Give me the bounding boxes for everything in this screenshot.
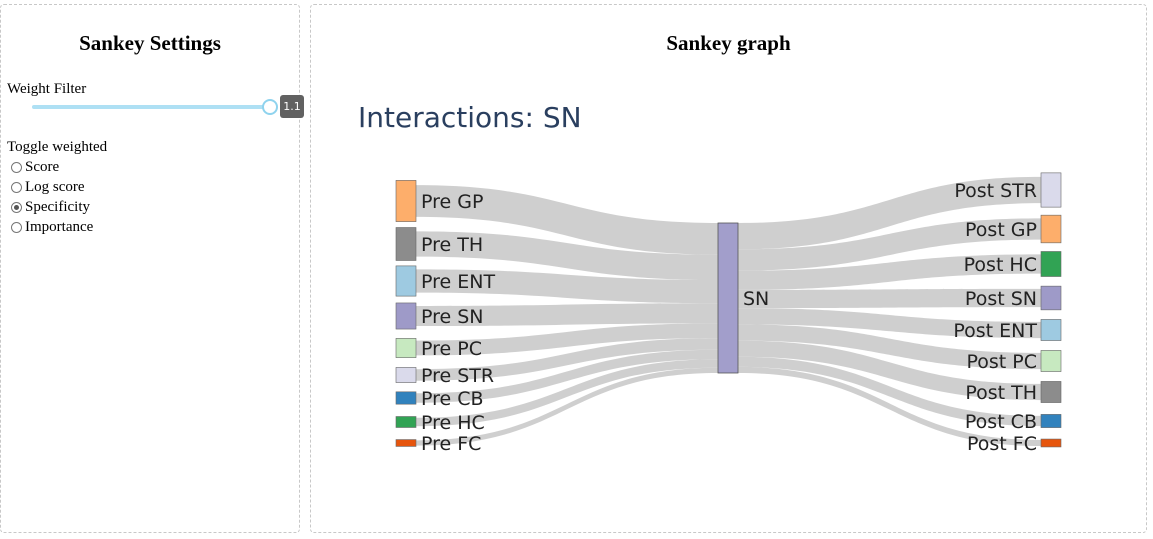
node-post-sn[interactable]: [1040, 285, 1062, 311]
node-post-th[interactable]: [1040, 381, 1062, 403]
radio-label-score: Score: [25, 159, 60, 175]
radio-button-importance[interactable]: [11, 222, 22, 233]
node-label-pre-gp: Pre GP: [421, 191, 483, 213]
node-pre-gp[interactable]: [395, 180, 417, 222]
link-pre-gp[interactable]: [416, 185, 718, 255]
node-label-pre-th: Pre TH: [421, 234, 483, 256]
node-label-pre-cb: Pre CB: [421, 388, 484, 410]
node-pre-pc[interactable]: [395, 338, 417, 358]
node-center-sn[interactable]: [717, 222, 739, 374]
node-post-gp[interactable]: [1040, 214, 1062, 244]
node-label-post-th: Post TH: [965, 382, 1037, 404]
node-label-pre-fc: Pre FC: [421, 433, 481, 455]
node-label-post-ent: Post ENT: [953, 320, 1037, 342]
toggle-weighted-label: Toggle weighted: [7, 139, 108, 155]
sankey-links: [416, 176, 1041, 447]
radio-label-log-score: Log score: [25, 179, 85, 195]
weight-filter-value-tooltip: 1.1: [280, 95, 304, 118]
node-label-post-pc: Post PC: [966, 351, 1037, 373]
radio-button-specificity[interactable]: [11, 202, 22, 213]
radio-button-log-score[interactable]: [11, 182, 22, 193]
radio-label-importance: Importance: [25, 219, 94, 235]
radio-option-importance[interactable]: Importance: [11, 219, 93, 236]
node-post-pc[interactable]: [1040, 350, 1062, 372]
radio-label-specificity: Specificity: [25, 199, 90, 215]
link-pre-th[interactable]: [416, 231, 718, 281]
node-pre-fc[interactable]: [395, 439, 417, 447]
node-pre-cb[interactable]: [395, 391, 417, 405]
node-label-pre-ent: Pre ENT: [421, 271, 495, 293]
graph-panel-title: Sankey graph: [666, 31, 791, 55]
link-post-hc[interactable]: [738, 254, 1041, 290]
node-label-pre-pc: Pre PC: [421, 338, 482, 360]
node-pre-th[interactable]: [395, 227, 417, 261]
link-pre-pc[interactable]: [416, 323, 718, 356]
link-post-ent[interactable]: [738, 308, 1041, 339]
radio-option-specificity[interactable]: Specificity: [11, 199, 90, 216]
link-pre-cb[interactable]: [416, 349, 718, 403]
node-label-pre-hc: Pre HC: [421, 412, 485, 434]
link-post-pc[interactable]: [738, 324, 1041, 370]
node-post-cb[interactable]: [1040, 414, 1062, 428]
node-label-center-sn: SN: [743, 288, 769, 310]
node-post-hc[interactable]: [1040, 251, 1062, 277]
link-post-fc[interactable]: [738, 366, 1041, 447]
radio-option-log-score[interactable]: Log score: [11, 179, 85, 196]
node-label-pre-str: Pre STR: [421, 365, 494, 387]
node-pre-sn[interactable]: [395, 302, 417, 330]
settings-panel: Sankey Settings Weight Filter 1.1 Toggle…: [0, 4, 304, 533]
weight-filter-slider-handle[interactable]: [262, 99, 278, 115]
node-pre-ent[interactable]: [395, 265, 417, 297]
link-post-cb[interactable]: [738, 356, 1041, 427]
node-post-str[interactable]: [1040, 172, 1062, 208]
settings-title: Sankey Settings: [79, 31, 221, 55]
link-pre-sn[interactable]: [416, 303, 718, 327]
link-post-sn[interactable]: [738, 288, 1041, 309]
node-label-post-sn: Post SN: [965, 288, 1037, 310]
link-pre-hc[interactable]: [416, 359, 718, 427]
weight-filter-label: Weight Filter: [7, 81, 87, 97]
link-pre-fc[interactable]: [416, 367, 718, 446]
link-post-th[interactable]: [738, 340, 1041, 401]
node-post-fc[interactable]: [1040, 438, 1062, 448]
link-post-gp[interactable]: [738, 218, 1041, 271]
node-pre-str[interactable]: [395, 367, 417, 383]
node-label-post-hc: Post HC: [964, 254, 1037, 276]
link-pre-str[interactable]: [416, 338, 718, 381]
graph-panel: Sankey graph: [310, 4, 1147, 533]
radio-option-score[interactable]: Score: [11, 159, 59, 176]
node-label-pre-sn: Pre SN: [421, 306, 484, 328]
link-post-str[interactable]: [738, 176, 1041, 250]
node-post-ent[interactable]: [1040, 319, 1062, 341]
node-label-post-fc: Post FC: [967, 433, 1037, 455]
node-pre-hc[interactable]: [395, 416, 417, 428]
node-label-post-cb: Post CB: [965, 411, 1037, 433]
link-pre-ent[interactable]: [416, 269, 718, 304]
node-label-post-gp: Post GP: [965, 219, 1037, 241]
plot-title: Interactions: SN: [358, 101, 582, 134]
weight-filter-slider-track[interactable]: [32, 105, 269, 109]
node-label-post-str: Post STR: [954, 180, 1037, 202]
radio-button-score[interactable]: [11, 162, 22, 173]
